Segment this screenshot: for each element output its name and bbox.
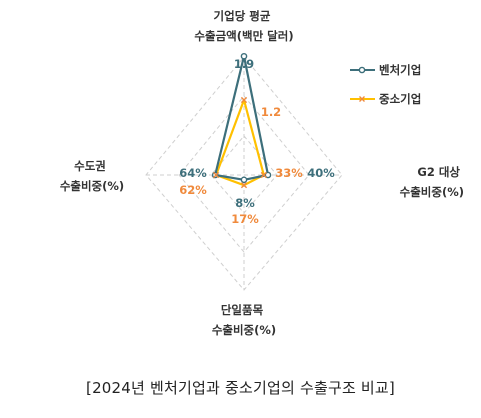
marker-sme-3 — [213, 171, 220, 179]
legend-item-venture: 벤처기업 — [350, 63, 421, 77]
value-labels: 1.9 1.2 33% 40% 8% 17% 64% 62% — [179, 57, 335, 226]
value-label-sme-avg: 1.2 — [261, 105, 281, 119]
marker-venture-2 — [240, 176, 248, 184]
marker-venture-1 — [264, 171, 272, 179]
legend-label-sme: 중소기업 — [379, 92, 421, 106]
axis-label-single-item: 단일품목 수출비중(%) — [212, 303, 276, 337]
legend-marker-sme — [359, 96, 365, 102]
figure-caption: [2024년 벤처기업과 중소기업의 수출구조 비교] — [86, 379, 395, 397]
grid-ring-mid — [178, 95, 310, 253]
marker-sme-0 — [240, 96, 248, 104]
axis-label-avg-export: 기업당 평균 수출금액(백만 달러) — [194, 9, 293, 43]
value-label-sme-capital: 62% — [179, 183, 207, 197]
value-label-venture-single: 8% — [235, 196, 255, 210]
legend-item-sme: 중소기업 — [350, 92, 421, 106]
value-label-sme-g2: 33% — [275, 166, 303, 180]
value-label-sme-single: 17% — [231, 212, 259, 226]
legend-label-venture: 벤처기업 — [379, 63, 421, 77]
value-label-venture-avg: 1.9 — [234, 57, 254, 71]
value-label-venture-capital: 64% — [179, 166, 207, 180]
value-label-venture-g2: 40% — [307, 166, 335, 180]
axis-labels: 기업당 평균 수출금액(백만 달러) G2 대상 수출비중(%) 단일품목 수출… — [60, 9, 464, 337]
axis-label-g2: G2 대상 수출비중(%) — [400, 165, 464, 199]
marker-sme-1 — [260, 171, 267, 179]
marker-sme-2 — [240, 182, 248, 189]
legend: 벤처기업 중소기업 — [350, 63, 421, 106]
axis-label-capital-area: 수도권 수출비중(%) — [60, 159, 124, 193]
series-markers — [211, 52, 272, 189]
legend-marker-venture — [358, 66, 366, 74]
marker-venture-0 — [240, 52, 248, 60]
